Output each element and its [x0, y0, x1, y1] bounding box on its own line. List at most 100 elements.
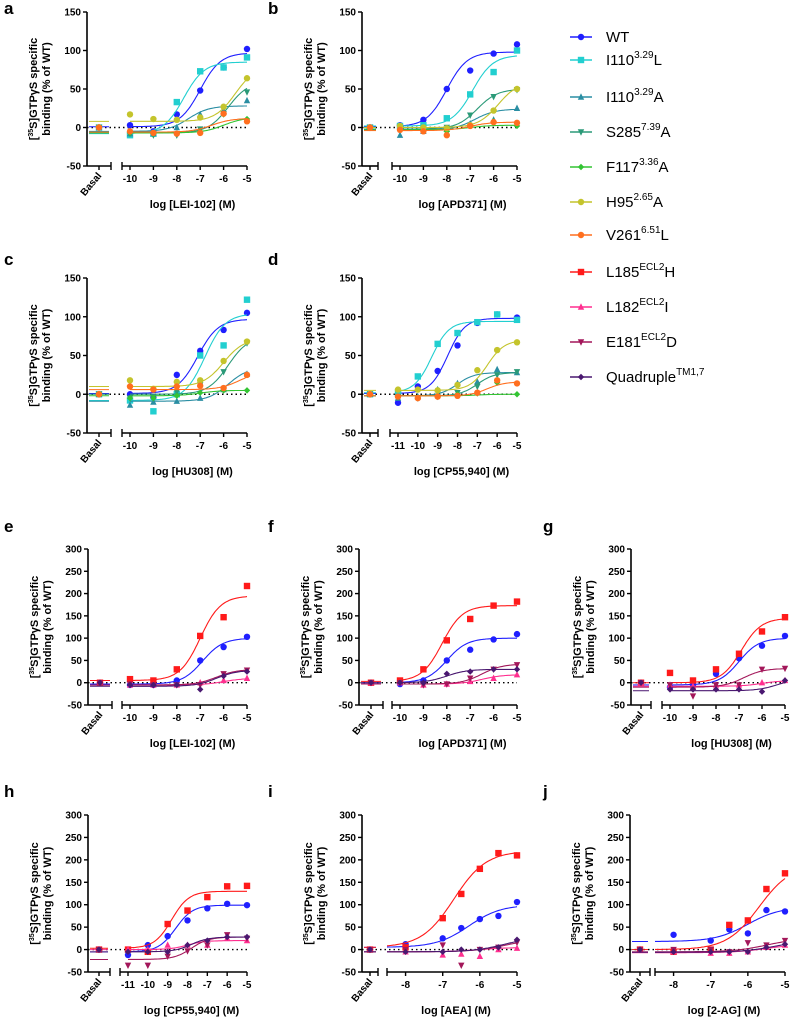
x-tick-label: -10	[663, 713, 678, 724]
y-tick-label: 150	[64, 8, 81, 19]
legend-label-superscript: ECL2	[641, 332, 666, 343]
legend-label-suffix: A	[661, 124, 671, 141]
data-point-H95A	[243, 75, 251, 82]
y-tick-label: 100	[339, 900, 356, 911]
data-point-WT	[126, 121, 134, 129]
legend-label-superscript: 3.36	[639, 157, 659, 168]
data-point-Quad	[420, 679, 427, 686]
legend-label-base: WT	[606, 29, 629, 46]
y-tick-label: 200	[339, 855, 356, 866]
legend-marker	[577, 198, 585, 206]
y-tick-label: 0	[350, 945, 356, 956]
y-axis-label-part: S]GTPγS specific	[28, 304, 40, 395]
x-tick-label: -5	[781, 980, 790, 991]
data-point-V261L	[434, 393, 441, 400]
data-point-L182I	[243, 674, 251, 681]
series-WT	[361, 630, 521, 688]
data-point-L185H	[164, 920, 171, 928]
legend-label-base: I110	[606, 89, 634, 106]
data-point-V261L	[454, 392, 461, 399]
series-V261L	[364, 118, 521, 139]
data-point-L185H	[495, 849, 502, 857]
x-tick-label: -8	[172, 441, 181, 452]
data-point-H95A	[197, 377, 204, 384]
data-point-Quad	[666, 686, 674, 693]
data-point-L185H	[467, 615, 474, 623]
data-point-Quad	[443, 670, 450, 677]
data-point-H95A	[220, 103, 227, 110]
data-point-WT	[443, 657, 450, 664]
x-axis-label: log [2-AG] (M)	[688, 1005, 761, 1017]
x-tick-label: -8	[172, 174, 181, 185]
data-point-E181D	[758, 666, 766, 674]
fit-curve-I110L	[397, 320, 517, 392]
y-axis-label-part: S]GTPγS specific	[571, 842, 583, 933]
data-point-WT	[220, 326, 227, 334]
y-tick-label: 50	[342, 656, 354, 667]
data-point-E181D	[164, 953, 171, 960]
data-point-V261L	[243, 118, 251, 125]
data-point-F117A	[150, 394, 157, 402]
y-axis-label-part: S]GTPγS specific	[303, 304, 315, 395]
fit-curve-L185H	[127, 890, 247, 949]
legend-item-L182I: L182ECL2I	[570, 297, 669, 316]
y-tick-label: 200	[65, 589, 82, 600]
data-point-Quad	[223, 933, 231, 941]
fit-curve-Quad	[670, 681, 786, 692]
x-tick-label: -7	[473, 441, 482, 452]
legend-label-suffix: L	[654, 52, 662, 69]
data-point-Quad	[204, 937, 211, 944]
fit-curve-E181D	[400, 664, 518, 685]
data-point-Quad	[726, 948, 733, 956]
legend-label-superscript: 2.65	[634, 192, 654, 203]
data-point-I110A	[150, 398, 157, 405]
data-point-H95A	[454, 381, 461, 389]
data-point-E181D	[467, 675, 474, 682]
data-point-L185H	[243, 582, 251, 590]
data-point-H95A	[150, 115, 157, 123]
data-point-V261L	[493, 377, 501, 384]
data-point-L185H	[173, 666, 180, 673]
panel-d: d -50 0 50 100 150 Basal -11 -10 -9 -8 -7 -6 -5 log [C…	[268, 250, 522, 478]
fit-curve-WT	[129, 52, 248, 128]
data-point-V261L	[173, 383, 180, 390]
y-tick-label: 150	[339, 8, 356, 19]
legend-label-suffix: L	[661, 227, 669, 244]
legend-marker	[577, 129, 585, 136]
panel-letter: a	[4, 0, 14, 18]
data-point-L185H	[243, 882, 251, 890]
y-tick-label: 300	[65, 811, 82, 822]
y-tick-label: 0	[347, 678, 353, 689]
series-Quad	[90, 933, 251, 956]
x-tick-label: -9	[149, 713, 158, 724]
y-tick-label: 100	[64, 312, 81, 323]
data-point-basal-V261L	[95, 391, 103, 398]
data-point-E181D	[184, 948, 191, 955]
legend-item-I110L: I1103.29L	[570, 50, 662, 69]
y-tick-label: 300	[607, 811, 624, 822]
fit-curve-Quad	[655, 943, 786, 953]
data-point-V261L	[414, 394, 422, 402]
y-tick-label: 150	[339, 878, 356, 889]
legend-label: I1103.29L	[606, 50, 662, 69]
legend-label-superscript: 7.39	[641, 122, 661, 133]
data-point-WT	[513, 630, 521, 638]
series-L185H	[633, 613, 789, 686]
legend-label-superscript: 3.29	[634, 50, 654, 61]
data-point-Quad	[396, 679, 404, 686]
data-point-L185H	[220, 613, 227, 621]
x-tick-label: -6	[475, 980, 484, 991]
legend-marker	[577, 163, 585, 171]
x-tick-label-basal: Basal	[80, 710, 106, 738]
y-tick-label: 100	[65, 900, 82, 911]
y-tick-label: 0	[76, 678, 82, 689]
y-tick-label: 50	[613, 923, 625, 934]
y-tick-label: 50	[345, 351, 357, 362]
data-point-I110L	[474, 318, 481, 326]
y-axis-label-line1: [35S]GTPγS specific	[28, 38, 40, 141]
data-point-F117A	[173, 392, 180, 399]
x-tick-label: -8	[401, 980, 410, 991]
x-tick-label: -9	[433, 441, 442, 452]
series-L185H	[90, 582, 251, 686]
x-tick-label: -5	[513, 441, 522, 452]
